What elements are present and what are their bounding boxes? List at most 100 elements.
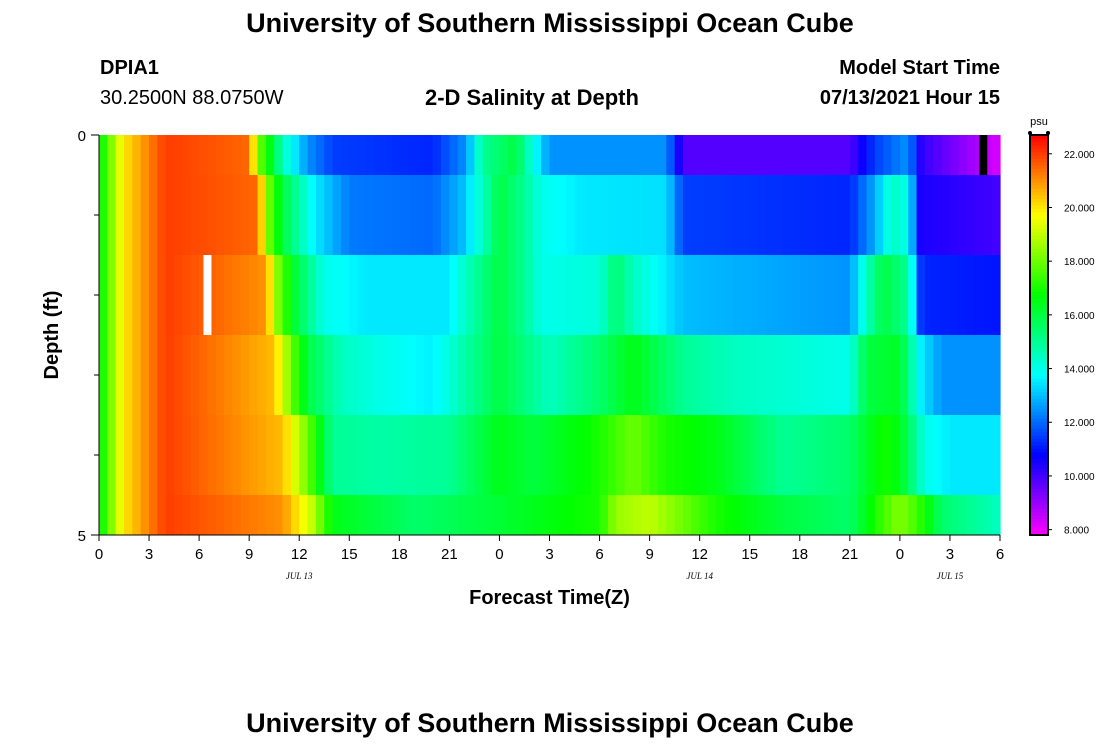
colorbar-segment	[1030, 438, 1048, 443]
heatmap-cell	[99, 175, 108, 255]
colorbar-segment	[1030, 465, 1048, 469]
heatmap-cell	[424, 255, 434, 335]
colorbar-segment	[1030, 398, 1048, 403]
colorbar-segment	[1030, 321, 1048, 326]
heatmap-cell	[849, 255, 859, 335]
model-start-label: Model Start Time	[839, 57, 1000, 79]
heatmap-cell	[691, 415, 701, 495]
heatmap-cell	[949, 335, 959, 415]
heatmap-cell	[691, 335, 701, 415]
heatmap-cell	[307, 175, 317, 255]
heatmap-cell	[582, 135, 592, 175]
heatmap-cell	[240, 495, 250, 535]
heatmap-cell	[941, 135, 951, 175]
heatmap-cell	[157, 255, 167, 335]
heatmap-cell	[958, 255, 968, 335]
heatmap-cell	[791, 495, 801, 535]
heatmap-cell	[691, 135, 701, 175]
colorbar-segment	[1030, 285, 1048, 289]
colorbar-segment	[1030, 358, 1048, 363]
heatmap-cell	[591, 135, 601, 175]
colorbar-segment	[1030, 415, 1048, 419]
colorbar-segment	[1030, 188, 1048, 193]
heatmap-cell	[516, 255, 526, 335]
heatmap-cell	[124, 255, 133, 335]
heatmap-cell	[641, 495, 651, 535]
heatmap-cell	[190, 495, 200, 535]
heatmap-cell	[891, 255, 901, 335]
heatmap-cell	[290, 135, 300, 175]
heatmap-cell	[699, 495, 709, 535]
heatmap-cell	[866, 335, 876, 415]
heatmap-cell	[432, 335, 442, 415]
heatmap-cell	[716, 135, 726, 175]
colorbar-segment	[1030, 525, 1048, 529]
heatmap-cell	[641, 415, 651, 495]
colorbar-segment	[1030, 261, 1048, 266]
colorbar-segment	[1030, 138, 1048, 143]
heatmap-cell	[708, 495, 717, 535]
heatmap-cell	[841, 175, 851, 255]
colorbar-segment	[1030, 405, 1048, 409]
colorbar-segment	[1030, 251, 1048, 256]
heatmap-cell	[758, 335, 767, 415]
heatmap-cell	[933, 175, 943, 255]
heatmap-cell	[157, 495, 167, 535]
heatmap-cell	[924, 415, 934, 495]
heatmap-cell	[374, 135, 384, 175]
heatmap-cell	[566, 135, 576, 175]
x-tick-label: 12	[291, 546, 308, 563]
heatmap-cell	[349, 415, 359, 495]
heatmap-cell	[733, 415, 742, 495]
heatmap-cell	[891, 415, 901, 495]
heatmap-cell	[566, 415, 576, 495]
heatmap-cell	[549, 495, 559, 535]
date-label: JUL 13	[286, 571, 313, 581]
heatmap-cell	[390, 335, 400, 415]
heatmap-cell	[974, 175, 984, 255]
heatmap-cell	[165, 175, 175, 255]
heatmap-cell	[983, 175, 993, 255]
x-tick-label: 0	[495, 546, 503, 563]
heatmap-cell	[340, 415, 350, 495]
colorbar-segment	[1030, 195, 1048, 199]
heatmap-cell	[374, 495, 384, 535]
heatmap-cell	[699, 335, 709, 415]
x-tick-label: 15	[741, 546, 758, 563]
heatmap-cell	[708, 135, 717, 175]
heatmap-cell	[132, 335, 142, 415]
heatmap-cell	[174, 495, 184, 535]
x-tick-label: 6	[595, 546, 603, 563]
heatmap-cell	[240, 135, 250, 175]
heatmap-cell	[416, 335, 425, 415]
heatmap-cell	[899, 495, 909, 535]
heatmap-cell	[899, 335, 909, 415]
heatmap-cell	[257, 495, 267, 535]
colorbar-segment	[1030, 381, 1048, 386]
heatmap-cell	[758, 415, 767, 495]
heatmap-cell	[874, 495, 884, 535]
heatmap-cell	[607, 415, 617, 495]
heatmap-cell	[182, 495, 192, 535]
colorbar-segment	[1030, 161, 1048, 166]
heatmap-cell	[641, 175, 651, 255]
heatmap-cell	[941, 255, 951, 335]
heatmap-cell	[482, 335, 492, 415]
heatmap-cell	[541, 255, 551, 335]
heatmap-cell	[824, 495, 834, 535]
heatmap-cell	[290, 175, 300, 255]
colorbar-segment	[1030, 385, 1048, 389]
station-coords: 30.2500N 88.0750W	[100, 87, 284, 109]
heatmap-cell	[457, 175, 467, 255]
heatmap-cell	[499, 415, 509, 495]
x-tick-label: 0	[95, 546, 103, 563]
colorbar-segment	[1030, 301, 1048, 306]
heatmap-cell	[616, 335, 626, 415]
heatmap-cell	[557, 135, 567, 175]
heatmap-cell	[849, 175, 859, 255]
heatmap-cell	[441, 175, 450, 255]
colorbar-segment	[1030, 231, 1048, 236]
colorbar-segment	[1030, 455, 1048, 459]
heatmap-cell	[758, 495, 767, 535]
heatmap-cell	[532, 135, 542, 175]
